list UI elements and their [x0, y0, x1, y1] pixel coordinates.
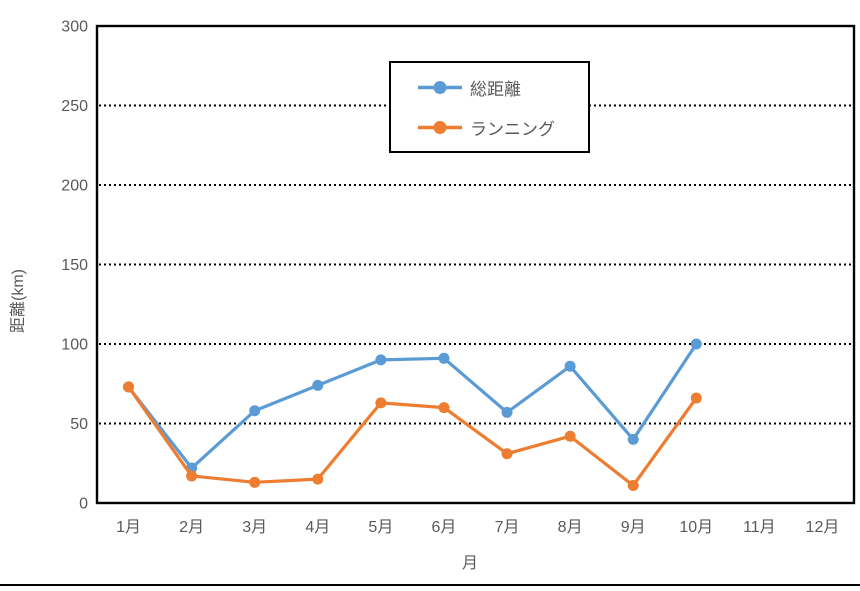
data-point-series-1	[438, 402, 450, 414]
x-tick-label: 7月	[495, 519, 520, 536]
legend-marker-running-icon	[418, 120, 462, 134]
y-tick-label: 300	[61, 19, 88, 36]
x-tick-label: 10月	[679, 519, 713, 536]
data-point-series-1	[690, 392, 702, 404]
y-tick-label: 250	[61, 98, 88, 115]
data-point-series-0	[438, 352, 450, 364]
data-point-series-1	[312, 473, 324, 485]
x-tick-label: 11月	[743, 519, 776, 536]
x-tick-label: 5月	[368, 519, 393, 536]
x-axis-title: 月	[461, 555, 479, 572]
data-point-series-1	[375, 397, 387, 409]
legend-marker-total-distance-icon	[418, 80, 462, 94]
x-tick-label: 8月	[558, 519, 583, 536]
series-line-1	[126, 385, 698, 488]
data-point-series-0	[501, 406, 513, 418]
data-point-series-0	[249, 405, 261, 417]
legend-item-total-distance: 総距離	[417, 67, 588, 107]
x-tick-label: 2月	[179, 519, 204, 536]
plot-border	[95, 24, 856, 505]
data-point-series-1	[186, 470, 198, 482]
y-tick-label: 100	[61, 337, 88, 354]
data-point-series-0	[690, 338, 702, 350]
data-point-series-0	[312, 379, 324, 391]
data-point-series-1	[249, 476, 261, 488]
x-tick-label: 6月	[432, 519, 457, 536]
data-point-series-1	[564, 430, 576, 442]
x-tick-label: 1月	[116, 519, 141, 536]
data-point-series-1	[627, 480, 639, 492]
legend-label-total-distance: 総距離	[470, 79, 521, 99]
y-axis-title: 距離(km)	[10, 269, 27, 333]
data-point-series-0	[627, 433, 639, 445]
y-tick-label: 150	[61, 257, 88, 274]
y-tick-label: 50	[70, 416, 88, 433]
x-tick-label: 3月	[242, 519, 267, 536]
bottom-divider-line	[0, 584, 860, 586]
data-point-series-1	[123, 381, 135, 393]
data-point-series-0	[564, 360, 576, 372]
x-tick-label: 12月	[806, 519, 840, 536]
x-tick-label: 9月	[621, 519, 646, 536]
legend-item-running: ランニング	[417, 107, 588, 147]
series-line-0	[126, 342, 698, 470]
data-point-series-1	[501, 448, 513, 460]
data-point-series-0	[375, 354, 387, 366]
legend: 総距離 ランニング	[389, 61, 590, 153]
x-tick-label: 4月	[305, 519, 330, 536]
y-tick-label: 200	[61, 178, 88, 195]
legend-label-running: ランニング	[470, 119, 555, 139]
y-tick-label: 0	[79, 496, 88, 513]
